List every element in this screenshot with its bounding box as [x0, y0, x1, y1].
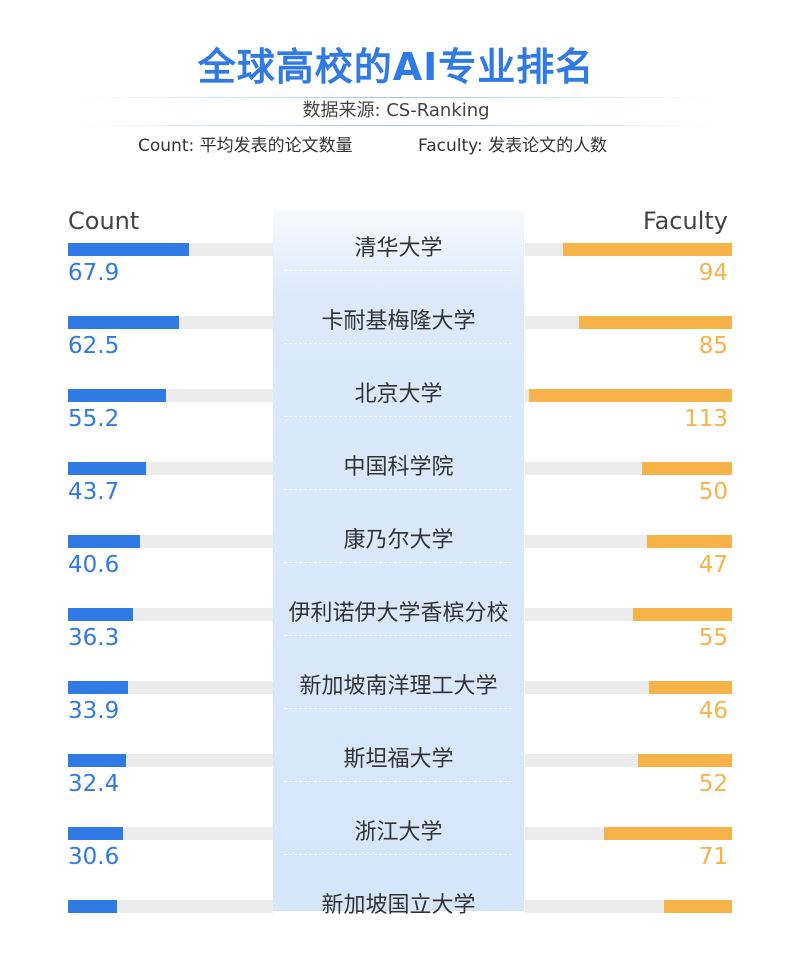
count-value: 32.4 — [68, 771, 120, 797]
title-rule-bottom — [70, 125, 722, 126]
count-bar-track — [68, 608, 273, 621]
ranking-row: 36.3 伊利诺伊大学香槟分校 55 — [0, 601, 792, 681]
count-bar-track — [68, 462, 273, 475]
legend-count-note: Count: 平均发表的论文数量 — [138, 136, 353, 156]
count-value: 33.9 — [68, 698, 120, 724]
faculty-value: 46 — [698, 698, 728, 724]
faculty-bar — [664, 900, 732, 913]
ranking-row: 67.9 清华大学 94 — [0, 236, 792, 316]
ranking-row: 33.9 新加坡南洋理工大学 46 — [0, 674, 792, 754]
faculty-bar — [638, 754, 732, 767]
faculty-bar — [633, 608, 732, 621]
faculty-value: 47 — [698, 552, 728, 578]
count-bar — [68, 827, 123, 840]
university-name: 新加坡南洋理工大学 — [299, 674, 498, 699]
count-value: 43.7 — [68, 479, 120, 505]
count-bar-track — [68, 316, 273, 329]
ranking-row: 32.4 斯坦福大学 52 — [0, 747, 792, 827]
count-bar — [68, 608, 133, 621]
count-bar-track — [68, 681, 273, 694]
faculty-bar-track — [525, 754, 732, 767]
university-name: 伊利诺伊大学香槟分校 — [288, 601, 509, 626]
count-bar — [68, 316, 179, 329]
university-name: 浙江大学 — [354, 820, 443, 845]
count-value: 62.5 — [68, 333, 120, 359]
count-column-header: Count — [68, 207, 140, 235]
faculty-bar-track — [525, 535, 732, 548]
count-bar — [68, 389, 166, 402]
count-value: 55.2 — [68, 406, 120, 432]
university-name: 北京大学 — [354, 382, 443, 407]
count-bar-track — [68, 243, 273, 256]
row-separator — [284, 343, 512, 344]
faculty-bar — [604, 827, 732, 840]
center-name-band — [273, 210, 524, 911]
count-value: 40.6 — [68, 552, 120, 578]
university-name: 新加坡国立大学 — [321, 893, 476, 918]
count-bar — [68, 681, 128, 694]
count-bar-track — [68, 827, 273, 840]
faculty-value: 50 — [698, 479, 728, 505]
faculty-bar-track — [525, 608, 732, 621]
row-separator — [284, 270, 512, 271]
count-bar-track — [68, 900, 273, 913]
row-separator — [284, 489, 512, 490]
faculty-bar — [649, 681, 732, 694]
faculty-bar-track — [525, 316, 732, 329]
count-bar-track — [68, 389, 273, 402]
ranking-row: 55.2 北京大学 113 — [0, 382, 792, 462]
faculty-bar-track — [525, 389, 732, 402]
faculty-bar-track — [525, 681, 732, 694]
row-separator — [284, 416, 512, 417]
faculty-bar — [563, 243, 732, 256]
count-value: 36.3 — [68, 625, 120, 651]
university-name: 清华大学 — [354, 236, 443, 261]
faculty-column-header: Faculty — [643, 207, 728, 235]
university-name: 康乃尔大学 — [343, 528, 454, 553]
count-bar — [68, 462, 146, 475]
row-separator — [284, 635, 512, 636]
faculty-value: 85 — [698, 333, 728, 359]
faculty-value: 113 — [684, 406, 728, 432]
row-separator — [284, 854, 512, 855]
ranking-row: 30.6 浙江大学 71 — [0, 820, 792, 900]
legend-faculty-note: Faculty: 发表论文的人数 — [418, 136, 608, 156]
chart-title: 全球高校的AI专业排名 — [197, 45, 595, 89]
count-value: 67.9 — [68, 260, 120, 286]
count-bar — [68, 535, 140, 548]
count-bar — [68, 243, 189, 256]
faculty-bar — [529, 389, 732, 402]
faculty-value: 94 — [698, 260, 728, 286]
faculty-value: 71 — [698, 844, 728, 870]
data-source-label: 数据来源: CS-Ranking — [302, 100, 490, 121]
ranking-row: 43.7 中国科学院 50 — [0, 455, 792, 535]
faculty-value: 55 — [698, 625, 728, 651]
count-bar-track — [68, 754, 273, 767]
row-separator — [284, 781, 512, 782]
row-separator — [284, 927, 512, 928]
row-separator — [284, 562, 512, 563]
row-separator — [284, 708, 512, 709]
faculty-bar-track — [525, 900, 732, 913]
ranking-row: 40.6 康乃尔大学 47 — [0, 528, 792, 608]
faculty-bar-track — [525, 827, 732, 840]
university-name: 斯坦福大学 — [343, 747, 454, 772]
faculty-bar — [579, 316, 732, 329]
faculty-bar — [647, 535, 732, 548]
count-value: 30.6 — [68, 844, 120, 870]
university-name: 中国科学院 — [343, 455, 454, 480]
faculty-bar-track — [525, 462, 732, 475]
count-bar — [68, 754, 126, 767]
faculty-value: 52 — [698, 771, 728, 797]
faculty-bar-track — [525, 243, 732, 256]
ranking-row: 62.5 卡耐基梅隆大学 85 — [0, 309, 792, 389]
count-bar — [68, 900, 117, 913]
title-rule-top — [70, 97, 722, 98]
count-bar-track — [68, 535, 273, 548]
faculty-bar — [642, 462, 732, 475]
university-name: 卡耐基梅隆大学 — [321, 309, 476, 334]
